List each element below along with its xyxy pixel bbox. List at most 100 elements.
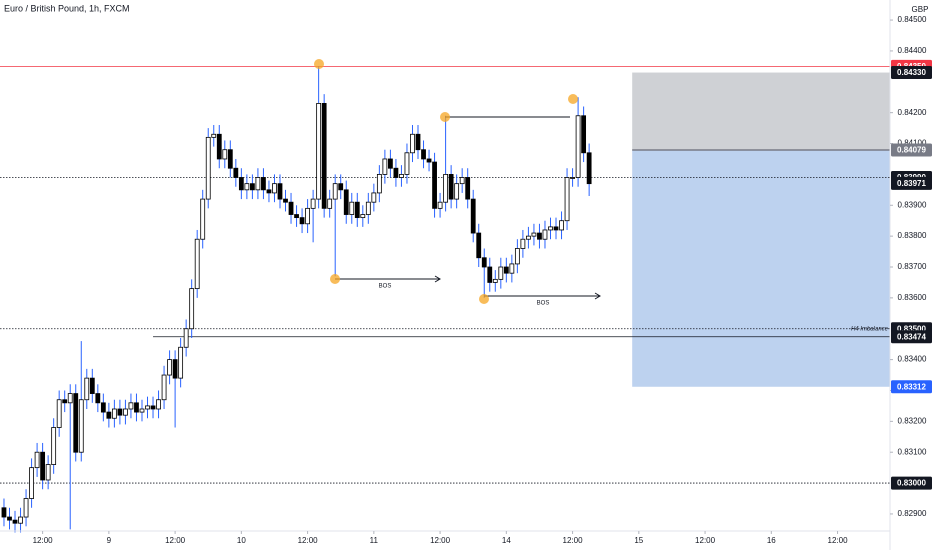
candle-body <box>62 399 68 404</box>
stop-zone <box>632 72 890 151</box>
candle-body <box>537 232 542 240</box>
y-tick-label: 0.83200 <box>898 416 927 425</box>
candle-body <box>272 183 277 194</box>
candle-body <box>51 427 57 465</box>
candle-body <box>575 115 581 178</box>
candle-body <box>183 328 189 348</box>
candle-body <box>371 192 377 203</box>
y-tick-label: 0.83100 <box>898 447 927 456</box>
candle-body <box>255 177 261 191</box>
x-tick-label: 12:00 <box>828 536 849 545</box>
candle-body <box>559 220 564 231</box>
candle-body <box>123 408 128 416</box>
candle-body <box>531 232 537 237</box>
candle-body <box>156 399 161 410</box>
candle-body <box>382 158 388 175</box>
candle-body <box>117 408 123 416</box>
candle-body <box>227 149 233 169</box>
y-tick-label: 0.83700 <box>898 262 927 271</box>
candle-body <box>376 174 382 194</box>
candle-body <box>476 232 482 259</box>
candle-body <box>459 177 465 185</box>
candle-body <box>139 408 145 413</box>
candle-body <box>249 183 255 191</box>
y-tick-label: 0.84200 <box>898 108 927 117</box>
candle-body <box>404 152 410 175</box>
price-label: 0.83000 <box>897 479 926 488</box>
candle-body <box>542 229 548 240</box>
candle-body <box>23 498 29 518</box>
candle-body <box>410 133 415 154</box>
x-tick-label: 12:00 <box>430 536 451 545</box>
candle-body <box>338 183 344 191</box>
x-tick-label: 12:00 <box>33 536 54 545</box>
candle-body <box>432 161 437 209</box>
plot-area: H4 Imbalance <box>0 65 890 533</box>
candle-body <box>261 177 266 191</box>
y-tick-label: 0.83900 <box>898 200 927 209</box>
candle-body <box>553 226 559 231</box>
x-tick-label: 11 <box>370 536 379 545</box>
candle-body <box>305 207 310 225</box>
arrow-head <box>434 275 441 283</box>
candle-body <box>487 266 493 283</box>
candle-body <box>349 201 355 215</box>
candle-body <box>343 189 349 215</box>
candle-body <box>84 377 90 401</box>
target-zone <box>632 150 890 387</box>
candle-body <box>211 133 217 138</box>
candle-body <box>514 248 520 265</box>
bos-label: BOS <box>379 284 392 290</box>
candle-body <box>288 201 294 215</box>
y-tick-label: 0.84400 <box>898 46 927 55</box>
candle-body <box>145 405 150 410</box>
candle-body <box>29 467 34 499</box>
arrow-head <box>594 292 601 300</box>
candle-body <box>78 399 84 453</box>
candle-body <box>67 393 73 404</box>
price-label: 0.83474 <box>897 332 926 341</box>
candle-body <box>238 177 244 191</box>
x-tick-label: 12:00 <box>563 536 584 545</box>
candle-body <box>465 177 471 200</box>
candle-body <box>283 198 288 203</box>
candle-body <box>354 201 360 219</box>
candle-body <box>365 201 371 215</box>
candle-body <box>294 214 299 219</box>
y-tick-label: 0.83600 <box>898 293 927 302</box>
x-tick-label: 14 <box>502 536 511 545</box>
swing-dot <box>314 59 324 69</box>
candle-body <box>73 393 79 453</box>
candle-body <box>360 214 366 219</box>
candle-body <box>233 167 239 178</box>
candle-body <box>167 359 172 376</box>
candle-body <box>134 402 139 413</box>
candle-body <box>415 133 421 151</box>
price-label: 0.83971 <box>897 179 926 188</box>
candle-body <box>448 174 454 200</box>
x-tick-label: 10 <box>237 536 246 545</box>
candle-body <box>586 152 592 185</box>
candle-body <box>310 198 316 209</box>
candle-body <box>492 278 498 283</box>
price-label-bg <box>891 143 932 157</box>
candle-body <box>161 374 167 401</box>
x-tick-label: 16 <box>767 536 776 545</box>
candle-body <box>277 183 283 200</box>
candle-body <box>1 507 7 518</box>
swing-dot <box>330 274 340 284</box>
y-tick-label: 0.83400 <box>898 355 927 364</box>
candle-body <box>178 346 184 379</box>
candle-body <box>388 158 393 169</box>
candle-body <box>150 405 156 410</box>
candle-body <box>393 167 399 178</box>
candle-body <box>12 519 18 524</box>
candle-body <box>421 149 426 160</box>
candle-body <box>426 158 432 163</box>
swing-dot <box>440 112 450 122</box>
candle-body <box>194 238 200 290</box>
candle-body <box>200 198 206 240</box>
candle-body <box>581 115 587 154</box>
